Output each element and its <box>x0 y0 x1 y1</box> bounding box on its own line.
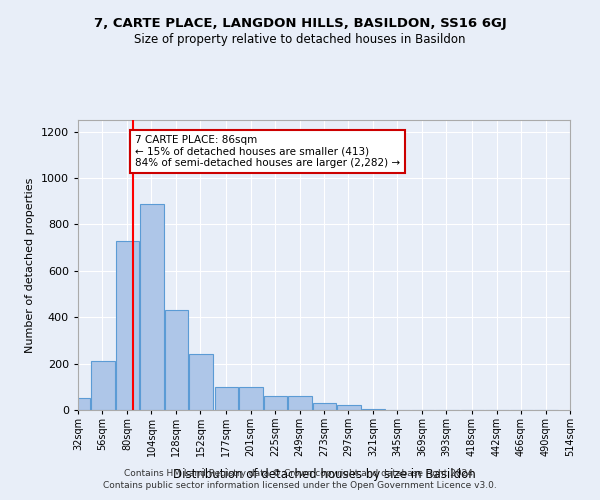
Bar <box>116 240 139 410</box>
Bar <box>189 354 213 410</box>
Bar <box>140 204 164 410</box>
Bar <box>264 396 287 410</box>
Bar <box>288 396 312 410</box>
Bar <box>91 362 115 410</box>
Text: 7 CARTE PLACE: 86sqm
← 15% of detached houses are smaller (413)
84% of semi-deta: 7 CARTE PLACE: 86sqm ← 15% of detached h… <box>135 135 400 168</box>
Bar <box>67 398 90 410</box>
Bar <box>362 409 385 410</box>
Bar <box>239 387 263 410</box>
Text: Contains public sector information licensed under the Open Government Licence v3: Contains public sector information licen… <box>103 480 497 490</box>
Bar <box>215 387 238 410</box>
Text: 7, CARTE PLACE, LANGDON HILLS, BASILDON, SS16 6GJ: 7, CARTE PLACE, LANGDON HILLS, BASILDON,… <box>94 18 506 30</box>
Text: Contains HM Land Registry data © Crown copyright and database right 2024.: Contains HM Land Registry data © Crown c… <box>124 470 476 478</box>
Y-axis label: Number of detached properties: Number of detached properties <box>25 178 35 352</box>
Bar <box>165 310 188 410</box>
Bar <box>313 403 336 410</box>
Bar <box>337 406 361 410</box>
Text: Size of property relative to detached houses in Basildon: Size of property relative to detached ho… <box>134 32 466 46</box>
X-axis label: Distribution of detached houses by size in Basildon: Distribution of detached houses by size … <box>173 468 475 480</box>
